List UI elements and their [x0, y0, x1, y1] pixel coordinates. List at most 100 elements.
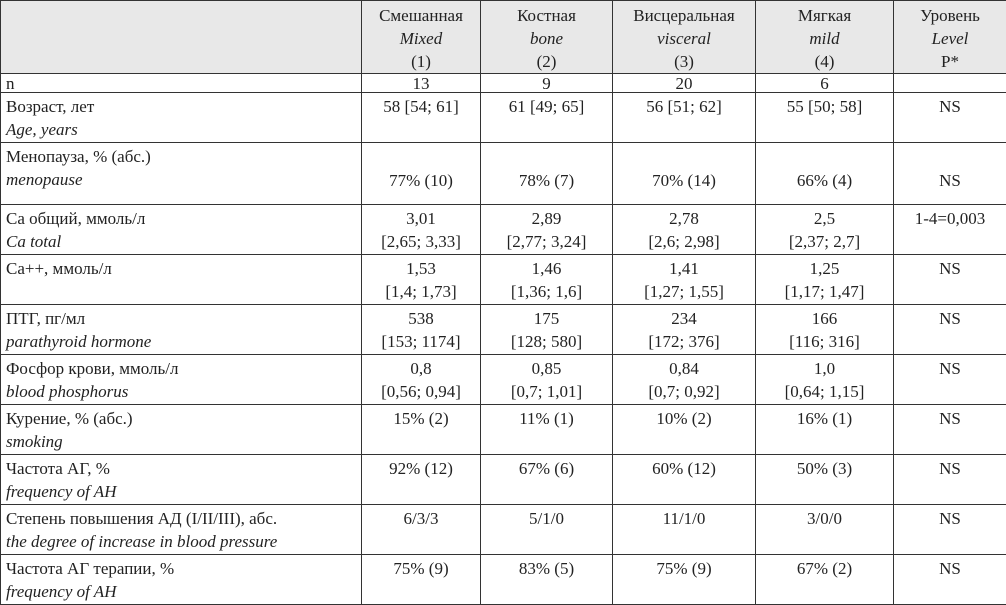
value-text: NS — [899, 257, 1001, 280]
header-text: Висцеральная — [618, 4, 750, 27]
value-text: 55 [50; 58] — [761, 95, 888, 118]
value-cell: 3,01[2,65; 3,33] — [362, 205, 481, 255]
value-text: NS — [899, 457, 1001, 480]
header-text: (1) — [367, 50, 475, 73]
value-text: 1-4=0,003 — [899, 207, 1001, 230]
value-cell: 538[153; 1174] — [362, 305, 481, 355]
value-cell: 5/1/0 — [481, 505, 613, 555]
value-text: [116; 316] — [761, 330, 888, 353]
row-label: Частота АГ терапии, %frequency of AH — [1, 555, 362, 605]
label-text: Частота АГ, % — [6, 457, 356, 480]
value-text: 2,89 — [486, 207, 607, 230]
row-label: Частота АГ, %frequency of AH — [1, 455, 362, 505]
value-text: 6 — [761, 75, 888, 92]
value-cell: 70% (14) — [613, 143, 756, 205]
value-cell: 56 [51; 62] — [613, 93, 756, 143]
header-text: (3) — [618, 50, 750, 73]
header-text: (4) — [761, 50, 888, 73]
label-text: parathyroid hormone — [6, 330, 356, 353]
header-cell — [1, 1, 362, 74]
label-text: Возраст, лет — [6, 95, 356, 118]
value-cell: 11% (1) — [481, 405, 613, 455]
label-text: Курение, % (абс.) — [6, 407, 356, 430]
value-text: 58 [54; 61] — [367, 95, 475, 118]
value-text: [2,65; 3,33] — [367, 230, 475, 253]
value-cell: NS — [894, 93, 1006, 143]
value-text: NS — [899, 507, 1001, 530]
value-text: 50% (3) — [761, 457, 888, 480]
label-text: smoking — [6, 430, 356, 453]
value-text: [1,17; 1,47] — [761, 280, 888, 303]
value-cell: 58 [54; 61] — [362, 93, 481, 143]
value-text: 1,46 — [486, 257, 607, 280]
value-text: 1,41 — [618, 257, 750, 280]
value-text: 67% (6) — [486, 457, 607, 480]
value-text: 61 [49; 65] — [486, 95, 607, 118]
value-cell: 55 [50; 58] — [756, 93, 894, 143]
value-text: NS — [899, 357, 1001, 380]
value-text: [2,77; 3,24] — [486, 230, 607, 253]
value-cell: NS — [894, 505, 1006, 555]
value-text: [0,7; 0,92] — [618, 380, 750, 403]
header-text: bone — [486, 27, 607, 50]
value-text: [0,7; 1,01] — [486, 380, 607, 403]
value-text: NS — [899, 307, 1001, 330]
label-text: n — [6, 75, 356, 92]
value-text: 166 — [761, 307, 888, 330]
value-text: 15% (2) — [367, 407, 475, 430]
table-row: Степень повышения АД (I/II/III), абс.the… — [1, 505, 1006, 555]
value-cell: 175[128; 580] — [481, 305, 613, 355]
value-text: NS — [899, 169, 1001, 192]
value-text: 2,5 — [761, 207, 888, 230]
label-text: Ca++, ммоль/л — [6, 257, 356, 280]
value-cell: 66% (4) — [756, 143, 894, 205]
value-text: 538 — [367, 307, 475, 330]
value-cell: 20 — [613, 74, 756, 93]
value-cell: 0,84[0,7; 0,92] — [613, 355, 756, 405]
header-text: (2) — [486, 50, 607, 73]
value-text: 20 — [618, 75, 750, 92]
value-text: 70% (14) — [618, 169, 750, 192]
value-text: NS — [899, 557, 1001, 580]
value-cell: 234[172; 376] — [613, 305, 756, 355]
value-cell: 75% (9) — [613, 555, 756, 605]
label-text: Частота АГ терапии, % — [6, 557, 356, 580]
value-cell: NS — [894, 455, 1006, 505]
value-text: 83% (5) — [486, 557, 607, 580]
value-cell: NS — [894, 555, 1006, 605]
row-label: Курение, % (абс.)smoking — [1, 405, 362, 455]
value-text: 75% (9) — [367, 557, 475, 580]
value-cell: NS — [894, 143, 1006, 205]
value-cell: 0,85[0,7; 1,01] — [481, 355, 613, 405]
value-cell: 92% (12) — [362, 455, 481, 505]
value-cell: 2,78[2,6; 2,98] — [613, 205, 756, 255]
value-cell: 67% (6) — [481, 455, 613, 505]
label-text: Ca общий, ммоль/л — [6, 207, 356, 230]
value-text: [2,6; 2,98] — [618, 230, 750, 253]
value-cell: 78% (7) — [481, 143, 613, 205]
value-cell: NS — [894, 355, 1006, 405]
value-cell: 2,89[2,77; 3,24] — [481, 205, 613, 255]
header-text: mild — [761, 27, 888, 50]
value-text: 92% (12) — [367, 457, 475, 480]
value-text: 0,8 — [367, 357, 475, 380]
value-text: [1,36; 1,6] — [486, 280, 607, 303]
value-cell: 1,46[1,36; 1,6] — [481, 255, 613, 305]
value-text: 2,78 — [618, 207, 750, 230]
value-text: [172; 376] — [618, 330, 750, 353]
value-text: 9 — [486, 75, 607, 92]
value-text: 66% (4) — [761, 169, 888, 192]
value-cell: 6 — [756, 74, 894, 93]
